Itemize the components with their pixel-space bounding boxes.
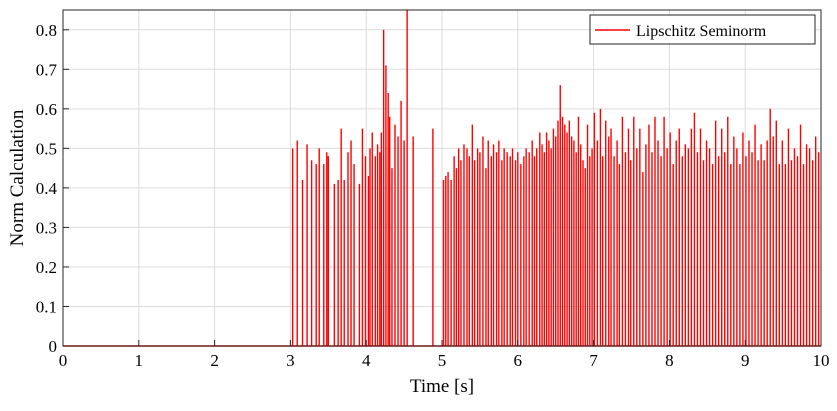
x-tick-label: 9 <box>741 351 750 370</box>
legend-box <box>589 14 816 45</box>
x-tick-label: 6 <box>514 351 523 370</box>
y-tick-label: 0.6 <box>36 100 57 119</box>
series-layer <box>63 10 821 347</box>
x-tick-label: 10 <box>813 351 830 370</box>
y-tick-label: 0.8 <box>36 21 57 40</box>
x-tick-label: 0 <box>59 351 68 370</box>
x-tick-label: 4 <box>362 351 371 370</box>
y-tick-label: 0.2 <box>36 258 57 277</box>
y-tick-label: 0.4 <box>36 179 58 198</box>
y-tick-label: 0.1 <box>36 297 57 316</box>
y-axis-label: Norm Calculation <box>7 109 28 246</box>
y-tick-label: 0.5 <box>36 139 57 158</box>
x-tick-label: 8 <box>665 351 674 370</box>
x-tick-label: 5 <box>438 351 447 370</box>
y-tick-label: 0.7 <box>36 60 58 79</box>
x-tick-label: 2 <box>210 351 219 370</box>
y-tick-label: 0 <box>49 337 58 356</box>
x-tick-label: 3 <box>286 351 295 370</box>
x-tick-label: 7 <box>589 351 598 370</box>
legend: Lipschitz Seminorm <box>589 14 816 45</box>
y-tick-label: 0.3 <box>36 218 57 237</box>
legend-label: Lipschitz Seminorm <box>636 23 767 40</box>
tick-labels: 0 1 2 3 4 5 6 7 8 9 10 0 0.1 0.2 0.3 0.4 0.5 0.6 0.7 0.8 <box>36 21 830 370</box>
x-tick-label: 1 <box>135 351 144 370</box>
x-axis-label: Time [s] <box>410 376 474 397</box>
